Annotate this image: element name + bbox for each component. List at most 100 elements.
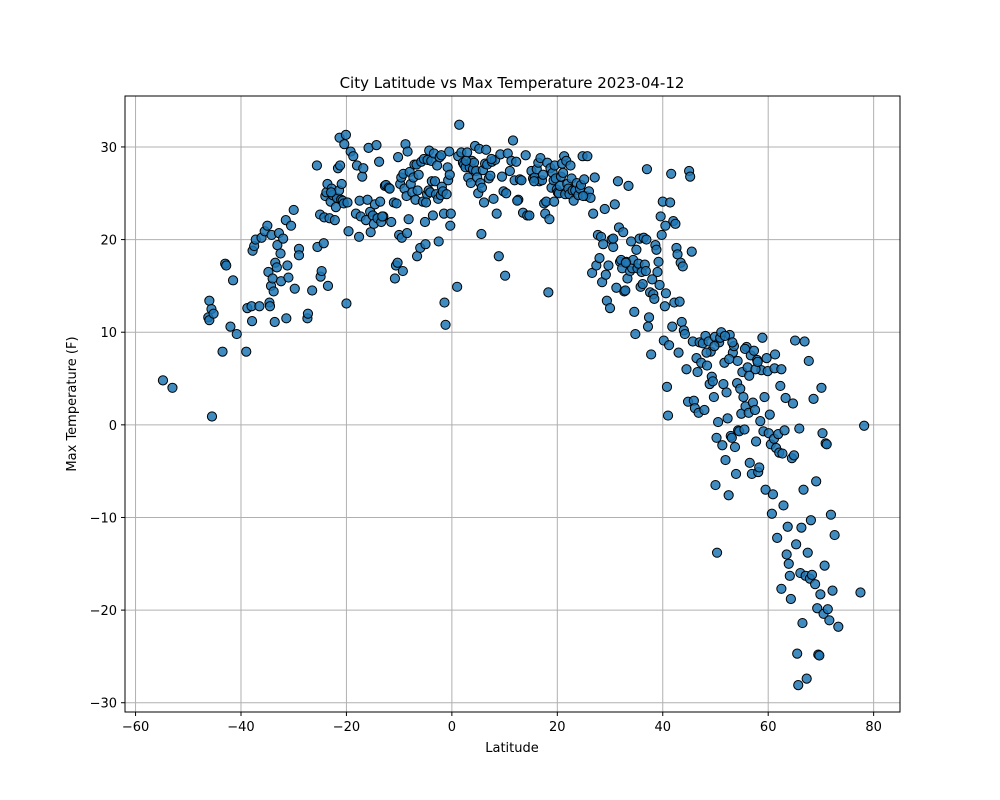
data-point [642, 321, 654, 332]
data-point [724, 353, 735, 365]
data-point [283, 272, 294, 283]
data-point [500, 270, 511, 281]
data-point [578, 190, 589, 202]
data-point [647, 274, 658, 285]
data-point [827, 585, 838, 596]
y-tick-label: 10 [100, 326, 117, 341]
data-point [679, 328, 690, 340]
x-tick-label: 20 [549, 720, 566, 735]
data-point [507, 135, 519, 146]
data-point [608, 241, 619, 253]
data-point [419, 216, 431, 228]
data-point [365, 227, 376, 238]
data-point [440, 319, 451, 330]
data-point [777, 448, 788, 459]
data-point [392, 257, 403, 268]
data-point [673, 347, 684, 358]
data-point [420, 239, 431, 250]
data-point [761, 353, 772, 364]
data-point [788, 450, 800, 461]
data-point [445, 220, 456, 231]
data-point [598, 239, 609, 250]
data-point [275, 248, 286, 259]
data-point [316, 265, 327, 277]
data-point [289, 283, 300, 294]
data-point [493, 251, 504, 262]
data-point [641, 234, 652, 245]
data-point [760, 484, 771, 495]
data-point [609, 199, 620, 210]
data-point [478, 197, 490, 208]
data-point [589, 172, 600, 183]
data-point [452, 281, 463, 292]
data-point [817, 428, 828, 439]
data-point [476, 228, 487, 240]
data-point [543, 287, 554, 298]
x-tick-label: 80 [865, 720, 882, 735]
data-point [805, 515, 817, 526]
data-point [752, 356, 763, 367]
data-point [516, 175, 527, 186]
data-point [709, 341, 720, 352]
data-point [326, 187, 337, 198]
data-point [676, 316, 687, 328]
data-point [663, 340, 675, 351]
data-point [819, 560, 830, 571]
data-point [794, 423, 805, 434]
data-point [732, 355, 743, 367]
data-point [701, 347, 712, 358]
data-point [776, 583, 787, 594]
data-point [511, 156, 522, 167]
data-point [744, 370, 755, 381]
data-point [757, 332, 768, 343]
data-point [594, 253, 605, 264]
data-point [599, 203, 610, 215]
data-point [413, 169, 424, 180]
data-point [699, 404, 710, 416]
data-point [520, 150, 531, 161]
data-point [707, 376, 718, 387]
data-point [491, 208, 502, 219]
data-point [667, 321, 678, 332]
data-point [721, 387, 732, 398]
data-point [269, 316, 280, 328]
y-tick-label: 30 [100, 141, 117, 156]
data-point [342, 197, 353, 208]
data-point [722, 413, 733, 424]
x-tick-label: 60 [760, 720, 777, 735]
data-point [535, 152, 546, 164]
data-point [285, 220, 297, 231]
data-point [504, 165, 515, 177]
data-point [677, 261, 688, 272]
data-point [659, 301, 670, 312]
data-point [311, 160, 323, 171]
data-point [803, 355, 814, 367]
data-point [646, 349, 657, 360]
data-point [412, 185, 423, 196]
data-point [208, 308, 219, 319]
data-point [789, 335, 801, 346]
data-point [822, 604, 833, 615]
data-point [785, 593, 796, 605]
data-point [649, 293, 660, 304]
data-point [340, 129, 352, 141]
data-point [204, 295, 215, 306]
data-point [612, 176, 624, 187]
data-point [439, 297, 450, 308]
data-point [778, 500, 789, 511]
data-point [389, 273, 401, 284]
data-point [833, 621, 844, 632]
data-point [662, 410, 674, 421]
data-point [631, 244, 642, 255]
data-point [486, 153, 497, 165]
data-point [336, 178, 347, 190]
chart-title: City Latitude vs Max Temperature 2023-04… [340, 74, 685, 92]
data-point [637, 278, 648, 290]
data-point [241, 346, 252, 357]
data-point [655, 211, 666, 222]
data-point [588, 208, 599, 219]
data-point [775, 380, 786, 392]
data-point [268, 286, 279, 297]
data-point [816, 382, 827, 393]
